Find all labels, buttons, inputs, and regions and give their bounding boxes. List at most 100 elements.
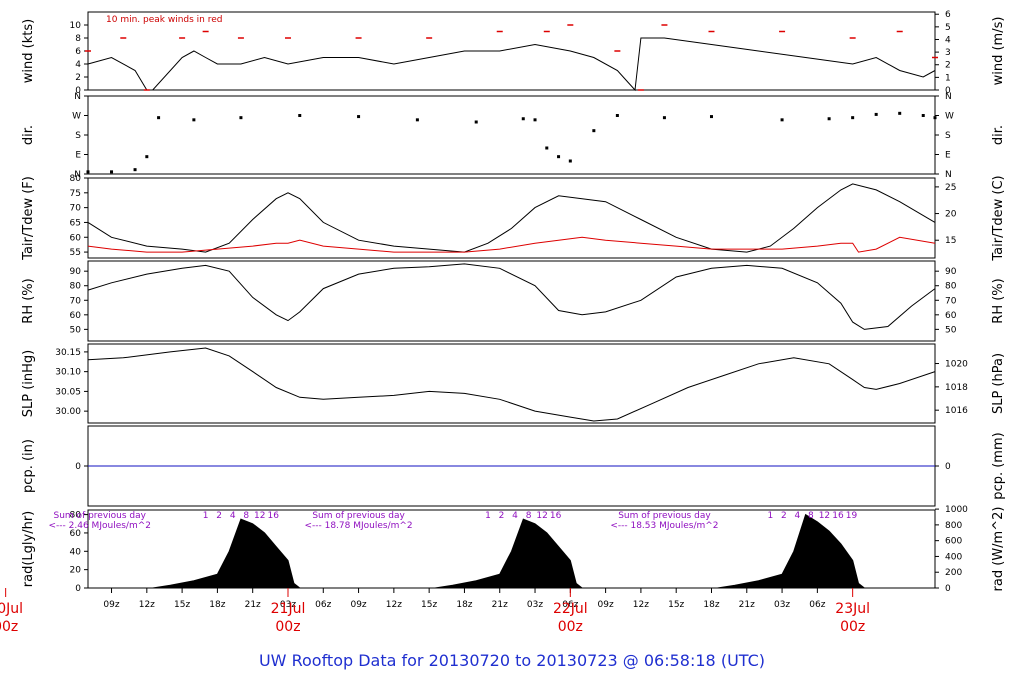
left-tick-label-temp: 60 [70,233,82,243]
right-tick-label-wind: 2 [945,61,951,71]
rad-hour-label: 4 [512,511,518,521]
date-label-time: 00z [840,619,865,635]
right-tick-label-temp: 15 [945,236,956,246]
right-tick-label-rh: 50 [945,325,957,335]
x-tick-label: 21z [739,600,755,610]
left-tick-label-dir: N [74,170,81,180]
x-tick-label: 12z [386,600,402,610]
dir-point [239,116,243,120]
left-axis-label-rh: RH (%) [21,278,36,323]
dir-point [780,118,784,122]
x-tick-label: 03z [280,600,296,610]
right-tick-label-wind: 4 [945,35,951,45]
rad-note-line1: Sum of previous day [312,511,405,521]
rad-hour-label: 2 [781,511,787,521]
left-tick-label-dir: W [72,112,81,122]
left-tick-label-rh: 50 [70,325,82,335]
dir-point [874,112,878,116]
dir-point [357,115,361,119]
rad-hour-label: 8 [526,511,532,521]
wind-note: 10 min. peak winds in red [106,15,223,25]
left-tick-label-rh: 60 [70,311,82,321]
dir-point [133,168,137,172]
rad-hour-label: 8 [808,511,814,521]
dir-point [557,155,561,159]
right-tick-label-rh: 80 [945,282,957,292]
left-tick-label-slp: 30.15 [55,348,81,358]
left-tick-label-wind: 6 [75,47,81,57]
x-tick-label: 15z [668,600,684,610]
panel-frame-dir [87,95,936,175]
date-label-time: 00z [0,619,18,635]
dir-point [145,155,149,159]
rad-note-line2: <--- 18.53 MJoules/m^2 [610,521,718,531]
left-tick-label-wind: 8 [75,34,81,44]
right-tick-label-slp: 1016 [945,406,968,416]
right-tick-label-rh: 90 [945,267,957,277]
rad-hour-label: 2 [216,511,222,521]
dir-point [474,120,478,124]
x-tick-label: 18z [209,600,225,610]
date-label-time: 00z [558,619,583,635]
left-tick-label-wind: 2 [75,73,81,83]
dir-point [192,118,196,122]
panel-frame-rh [87,260,936,342]
rad-note-line2: <--- 18.78 MJoules/m^2 [304,521,412,531]
rad-hour-label: 16 [832,511,844,521]
right-tick-label-dir: N [945,92,952,102]
dir-point [568,159,572,163]
tair-series-line [87,183,936,253]
right-axis-label-slp: SLP (hPa) [991,353,1006,414]
chart-title: UW Rooftop Data for 20130720 to 20130723… [259,651,765,670]
x-tick-label: 12z [633,600,649,610]
dir-point [521,117,525,121]
left-axis-label-dir: dir. [21,125,36,145]
rad-hour-label: 1 [767,511,773,521]
right-axis-label-wind: wind (m/s) [991,17,1006,86]
left-tick-label-rh: 70 [70,296,82,306]
right-tick-label-dir: S [945,131,951,141]
dir-point [545,146,549,150]
x-tick-label: 18z [456,600,472,610]
right-tick-label-rad: 200 [945,568,962,578]
left-tick-label-rad: 40 [70,547,82,557]
x-tick-label: 09z [598,600,614,610]
right-tick-label-wind: 6 [945,10,951,20]
dir-point [533,118,537,122]
right-tick-label-dir: E [945,151,951,161]
x-tick-label: 09z [103,600,119,610]
rad-hour-label: 1 [203,511,209,521]
dir-point [662,116,666,120]
rad-hour-label: 19 [846,511,858,521]
rad-hour-label: 16 [268,511,280,521]
date-label-day: 21Jul [271,601,306,617]
right-tick-label-temp: 20 [945,210,957,220]
dir-point [157,116,161,120]
left-tick-label-slp: 30.10 [55,368,81,378]
right-tick-label-rad: 1000 [945,505,968,515]
rad-note-line2: <--- 2.46 MJoules/m^2 [49,521,151,531]
right-tick-label-rad: 600 [945,537,962,547]
tdew-series-line [87,236,936,253]
x-tick-label: 09z [350,600,366,610]
left-axis-label-rad: rad(Lgly/hr) [21,511,36,587]
rad-hour-label: 2 [499,511,505,521]
left-tick-label-temp: 55 [70,248,81,258]
left-tick-label-slp: 30.00 [55,407,81,417]
right-axis-label-dir: dir. [991,125,1006,145]
date-label-day: 23Jul [835,601,870,617]
right-tick-label-wind: 5 [945,23,951,33]
date-label-time: 00z [275,619,300,635]
left-tick-label-dir: S [75,131,81,141]
left-tick-label-temp: 75 [70,189,81,199]
x-tick-label: 06z [809,600,825,610]
dir-point [298,114,302,117]
dir-point [415,118,419,122]
rad-hour-label: 4 [794,511,800,521]
rad-hour-label: 4 [230,511,236,521]
right-axis-label-temp: Tair/Tdew (C) [991,175,1006,261]
dir-point [921,114,925,117]
dir-point [933,116,937,120]
left-tick-label-temp: 70 [70,204,82,214]
left-tick-label-rad: 80 [70,511,82,521]
